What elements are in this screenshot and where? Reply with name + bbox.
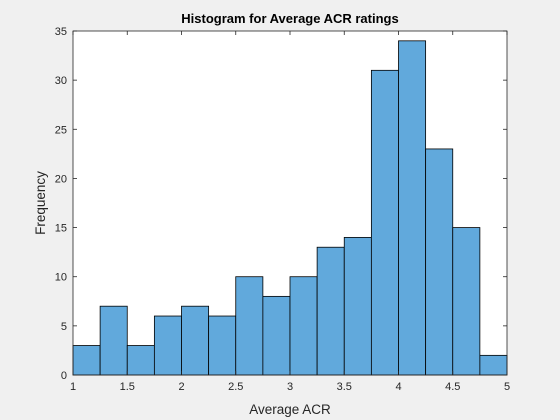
x-tick-label: 4.5	[445, 381, 460, 393]
histogram-bar	[72, 345, 101, 376]
x-tick-label: 5	[504, 381, 510, 393]
x-tick-label: 2	[178, 381, 184, 393]
axes-frame	[72, 30, 508, 376]
histogram-bar	[316, 246, 345, 376]
chart-title: Histogram for Average ACR ratings	[181, 11, 398, 26]
x-tick-label: 3.5	[337, 381, 352, 393]
y-tick-label: 5	[61, 321, 67, 333]
histogram-bar	[126, 345, 155, 376]
x-tick-label: 3	[287, 381, 293, 393]
bars-group	[72, 40, 508, 376]
histogram-bar	[262, 295, 291, 376]
y-tick-label: 15	[55, 223, 67, 235]
x-tick-label: 4	[395, 381, 401, 393]
y-tick-label: 10	[55, 272, 67, 284]
x-tick-label: 1.5	[120, 381, 135, 393]
histogram-bar	[289, 276, 318, 376]
ticks-group: 1 1.5 2 2.5 3 3.5 4 4.5 5 0 5 10 15 20 25 30 35	[55, 26, 510, 393]
histogram-bar	[181, 305, 210, 376]
y-tick-label: 30	[55, 75, 67, 87]
y-tick-label: 25	[55, 124, 67, 136]
x-tick-label: 1	[70, 381, 76, 393]
histogram-bar	[208, 315, 237, 376]
histogram-bar	[452, 227, 481, 376]
histogram-bar	[343, 236, 372, 376]
x-axis-label: Average ACR	[249, 402, 331, 417]
y-tick-label: 0	[61, 370, 67, 382]
y-tick-label: 20	[55, 173, 67, 185]
histogram-bar	[479, 354, 508, 376]
histogram-bar	[370, 69, 399, 376]
histogram-bar	[235, 276, 264, 376]
y-tick-label: 35	[55, 26, 67, 38]
histogram-bar	[425, 148, 454, 376]
histogram-bar	[153, 315, 182, 376]
x-tick-label: 2.5	[228, 381, 243, 393]
histogram-bar	[398, 40, 427, 376]
histogram-bar	[99, 305, 128, 376]
y-axis-label: Frequency	[33, 171, 48, 235]
